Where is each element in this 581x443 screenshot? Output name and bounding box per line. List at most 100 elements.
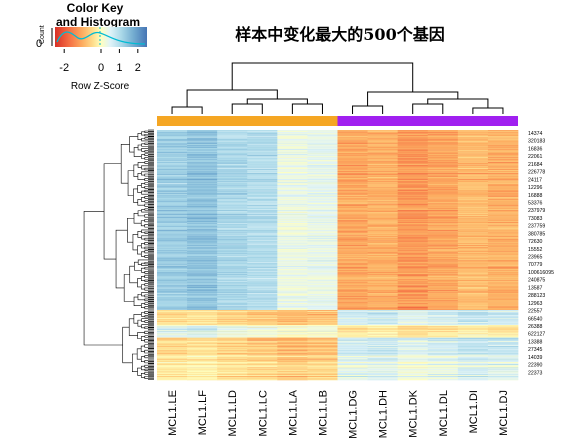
heatmap-cell [457, 144, 489, 145]
heatmap-cell [157, 252, 188, 253]
heatmap-cell [307, 173, 338, 175]
heatmap-cell [487, 134, 519, 135]
heatmap-cell [427, 194, 459, 196]
heatmap-cell [457, 271, 489, 273]
heatmap-cell [367, 296, 398, 297]
heatmap-cell [277, 168, 308, 170]
heatmap-cell [157, 306, 188, 308]
heatmap-cell [217, 180, 248, 181]
heatmap-cell [247, 192, 278, 193]
heatmap-cell [337, 143, 368, 144]
heatmap-cell [397, 249, 429, 251]
heatmap-cell [487, 301, 519, 303]
heatmap-cell [187, 228, 218, 229]
heatmap-cell [487, 142, 519, 144]
heatmap-cell [337, 203, 368, 204]
heatmap-cell [487, 131, 519, 132]
heatmap-cell [307, 236, 338, 238]
heatmap-cell [487, 272, 519, 274]
heatmap-cell [277, 189, 308, 190]
heatmap-cell [307, 214, 338, 215]
heatmap-cell [157, 199, 188, 200]
heatmap-cell [427, 195, 459, 197]
heatmap-cell [217, 245, 248, 246]
heatmap-cell [427, 179, 459, 180]
heatmap-cell [487, 308, 519, 310]
heatmap-cell [187, 245, 218, 247]
heatmap-cell [337, 205, 368, 206]
heatmap-cell [487, 288, 519, 289]
heatmap-cell [427, 132, 459, 134]
heatmap-cell [187, 260, 218, 262]
heatmap-cell [337, 172, 368, 173]
heatmap-cell [397, 281, 429, 283]
heatmap-cell [307, 147, 338, 149]
heatmap-cell [457, 223, 489, 225]
heatmap-cell [487, 259, 519, 260]
row-dendrogram-branch [144, 283, 148, 287]
heatmap-cell [217, 152, 248, 153]
heatmap-cell [457, 259, 489, 261]
heatmap-cell [217, 220, 248, 221]
heatmap-cell [247, 236, 278, 237]
heatmap-cell [487, 132, 519, 134]
heatmap-cell [337, 215, 368, 217]
heatmap-cell [277, 264, 308, 265]
heatmap-cell [187, 215, 218, 216]
heatmap-cell [427, 270, 459, 271]
heatmap-cell [157, 253, 188, 254]
heatmap-cell [487, 277, 519, 279]
heatmap-cell [277, 244, 308, 245]
heatmap-cell [277, 265, 308, 267]
heatmap-cell [337, 225, 368, 226]
heatmap-cell [337, 250, 368, 252]
heatmap-cell [397, 211, 429, 212]
heatmap-cell [367, 230, 398, 231]
heatmap-cell [217, 229, 248, 230]
heatmap-cell [217, 262, 248, 264]
heatmap-cell [457, 213, 489, 215]
heatmap-cell [337, 165, 368, 167]
heatmap-cell [427, 155, 459, 156]
heatmap-cell [157, 240, 188, 242]
row-dendrogram-branch [144, 262, 148, 265]
heatmap-cell [277, 224, 308, 225]
heatmap-cell [397, 178, 429, 179]
heatmap-cell [457, 141, 489, 143]
heatmap-cell [367, 277, 398, 278]
heatmap-cell [307, 227, 338, 228]
heatmap-cell [367, 261, 398, 263]
heatmap-cell [217, 168, 248, 169]
heatmap-cell [367, 138, 398, 139]
heatmap-cell [217, 157, 248, 158]
heatmap-cell [307, 158, 338, 160]
heatmap-cell [367, 176, 398, 178]
heatmap-cell [277, 151, 308, 153]
heatmap-cell [397, 286, 429, 287]
heatmap-cell [157, 243, 188, 245]
heatmap-cell [367, 310, 398, 311]
heatmap-cell [397, 186, 429, 188]
heatmap-cell [457, 287, 489, 289]
heatmap-cell [457, 161, 489, 162]
heatmap-cell [187, 145, 218, 146]
heatmap-cell [247, 292, 278, 294]
heatmap-cell [367, 163, 398, 164]
heatmap-cell [337, 149, 368, 150]
heatmap-cell [277, 273, 308, 274]
heatmap-cell [397, 249, 429, 250]
heatmap-cell [247, 208, 278, 209]
heatmap-cell [247, 260, 278, 262]
heatmap-cell [427, 131, 459, 132]
heatmap-cell [457, 243, 489, 244]
heatmap-cell [157, 290, 188, 291]
heatmap-cell [247, 201, 278, 202]
heatmap-cell [427, 150, 459, 152]
heatmap-cell [427, 135, 459, 137]
heatmap-cell [307, 239, 338, 240]
heatmap-cell [367, 271, 398, 273]
heatmap-cell [307, 290, 338, 292]
heatmap-cell [427, 248, 459, 249]
heatmap-cell [457, 244, 489, 246]
heatmap-cell [247, 160, 278, 161]
